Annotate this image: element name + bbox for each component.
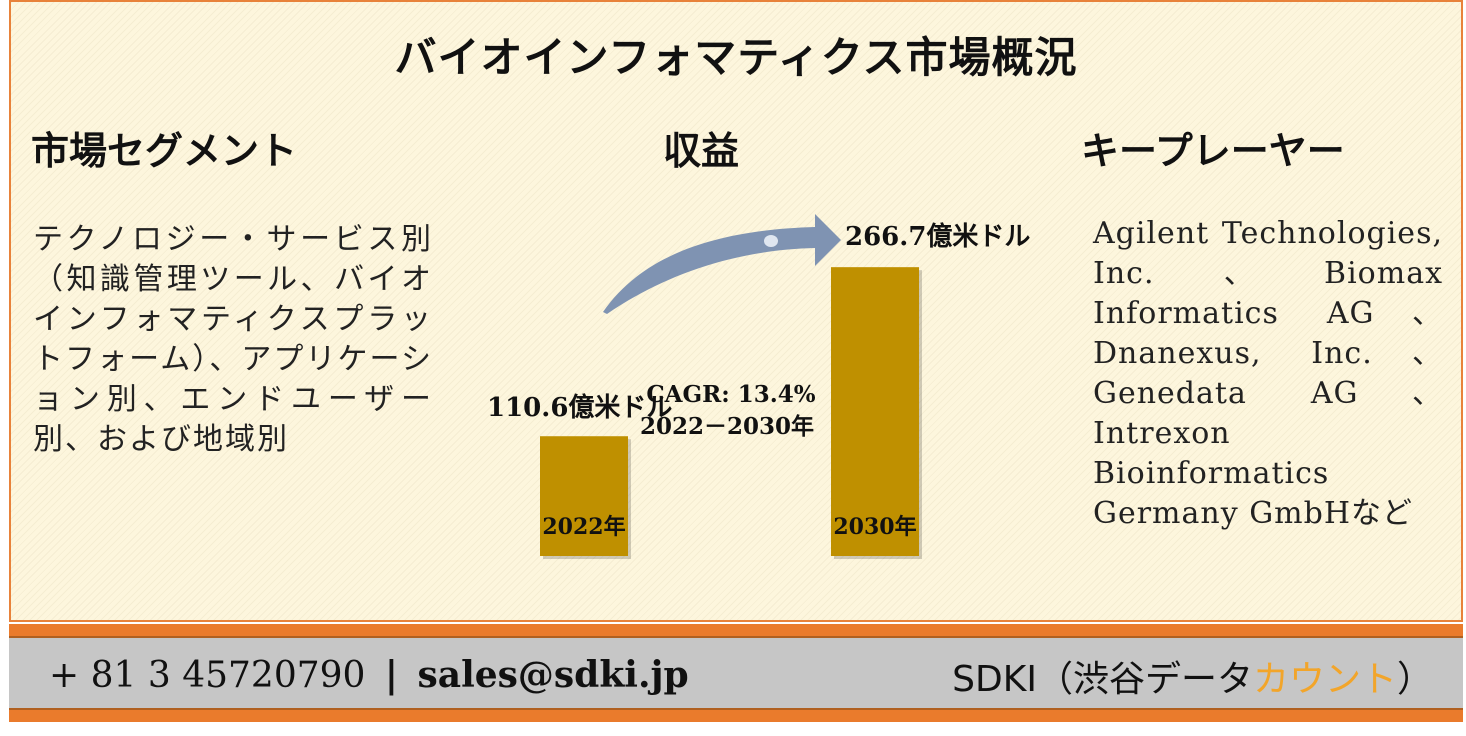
revenue-chart: 2022年 2030年 110.6億米ドル 266.7億米ドル CAGR: 13.4% 2…	[487, 214, 1030, 559]
brand-name: SDKI（渋谷データカウント）	[952, 650, 1433, 702]
brand-accent: カウント	[1252, 659, 1397, 700]
bar	[831, 267, 919, 556]
footer-band-bottom	[9, 710, 1463, 722]
contact-info: + 81 3 45720790 | sales@sdki.jp	[49, 654, 689, 696]
growth-arrow	[603, 214, 841, 314]
phone-number: + 81 3 45720790	[49, 655, 366, 696]
players-text: Agilent Technologies, Inc.、Biomax Inform…	[1093, 216, 1443, 531]
footer-band-top	[9, 624, 1463, 636]
contact-separator: |	[384, 654, 399, 696]
footer: + 81 3 45720790 | sales@sdki.jp SDKI（渋谷デ…	[9, 636, 1463, 710]
infographic-panel: バイオインフォマティクス市場概況 市場セグメント 収益 キープレーヤー テクノロ…	[9, 0, 1463, 622]
bar	[540, 436, 628, 556]
bar-category-label: 2022年	[542, 514, 625, 540]
bar-category-label: 2030年	[833, 514, 916, 540]
value-label: 110.6億米ドル	[487, 393, 672, 423]
value-label: 266.7億米ドル	[845, 222, 1030, 252]
revenue-heading: 収益	[663, 128, 740, 173]
cagr-label: CAGR: 13.4%	[646, 381, 815, 408]
brand-prefix: SDKI（渋谷データ	[952, 659, 1253, 700]
players-heading: キープレーヤー	[1081, 128, 1345, 173]
brand-suffix: ）	[1396, 659, 1433, 700]
email-link[interactable]: sales@sdki.jp	[417, 654, 689, 696]
segments-text: テクノロジー・サービス別（知識管理ツール、バイオインフォマティクスプラットフォー…	[33, 222, 433, 457]
page-title: バイオインフォマティクス市場概況	[394, 33, 1078, 82]
cagr-period-label: 2022－2030年	[640, 413, 814, 440]
segments-heading: 市場セグメント	[31, 128, 298, 173]
arrow-highlight	[764, 235, 778, 247]
